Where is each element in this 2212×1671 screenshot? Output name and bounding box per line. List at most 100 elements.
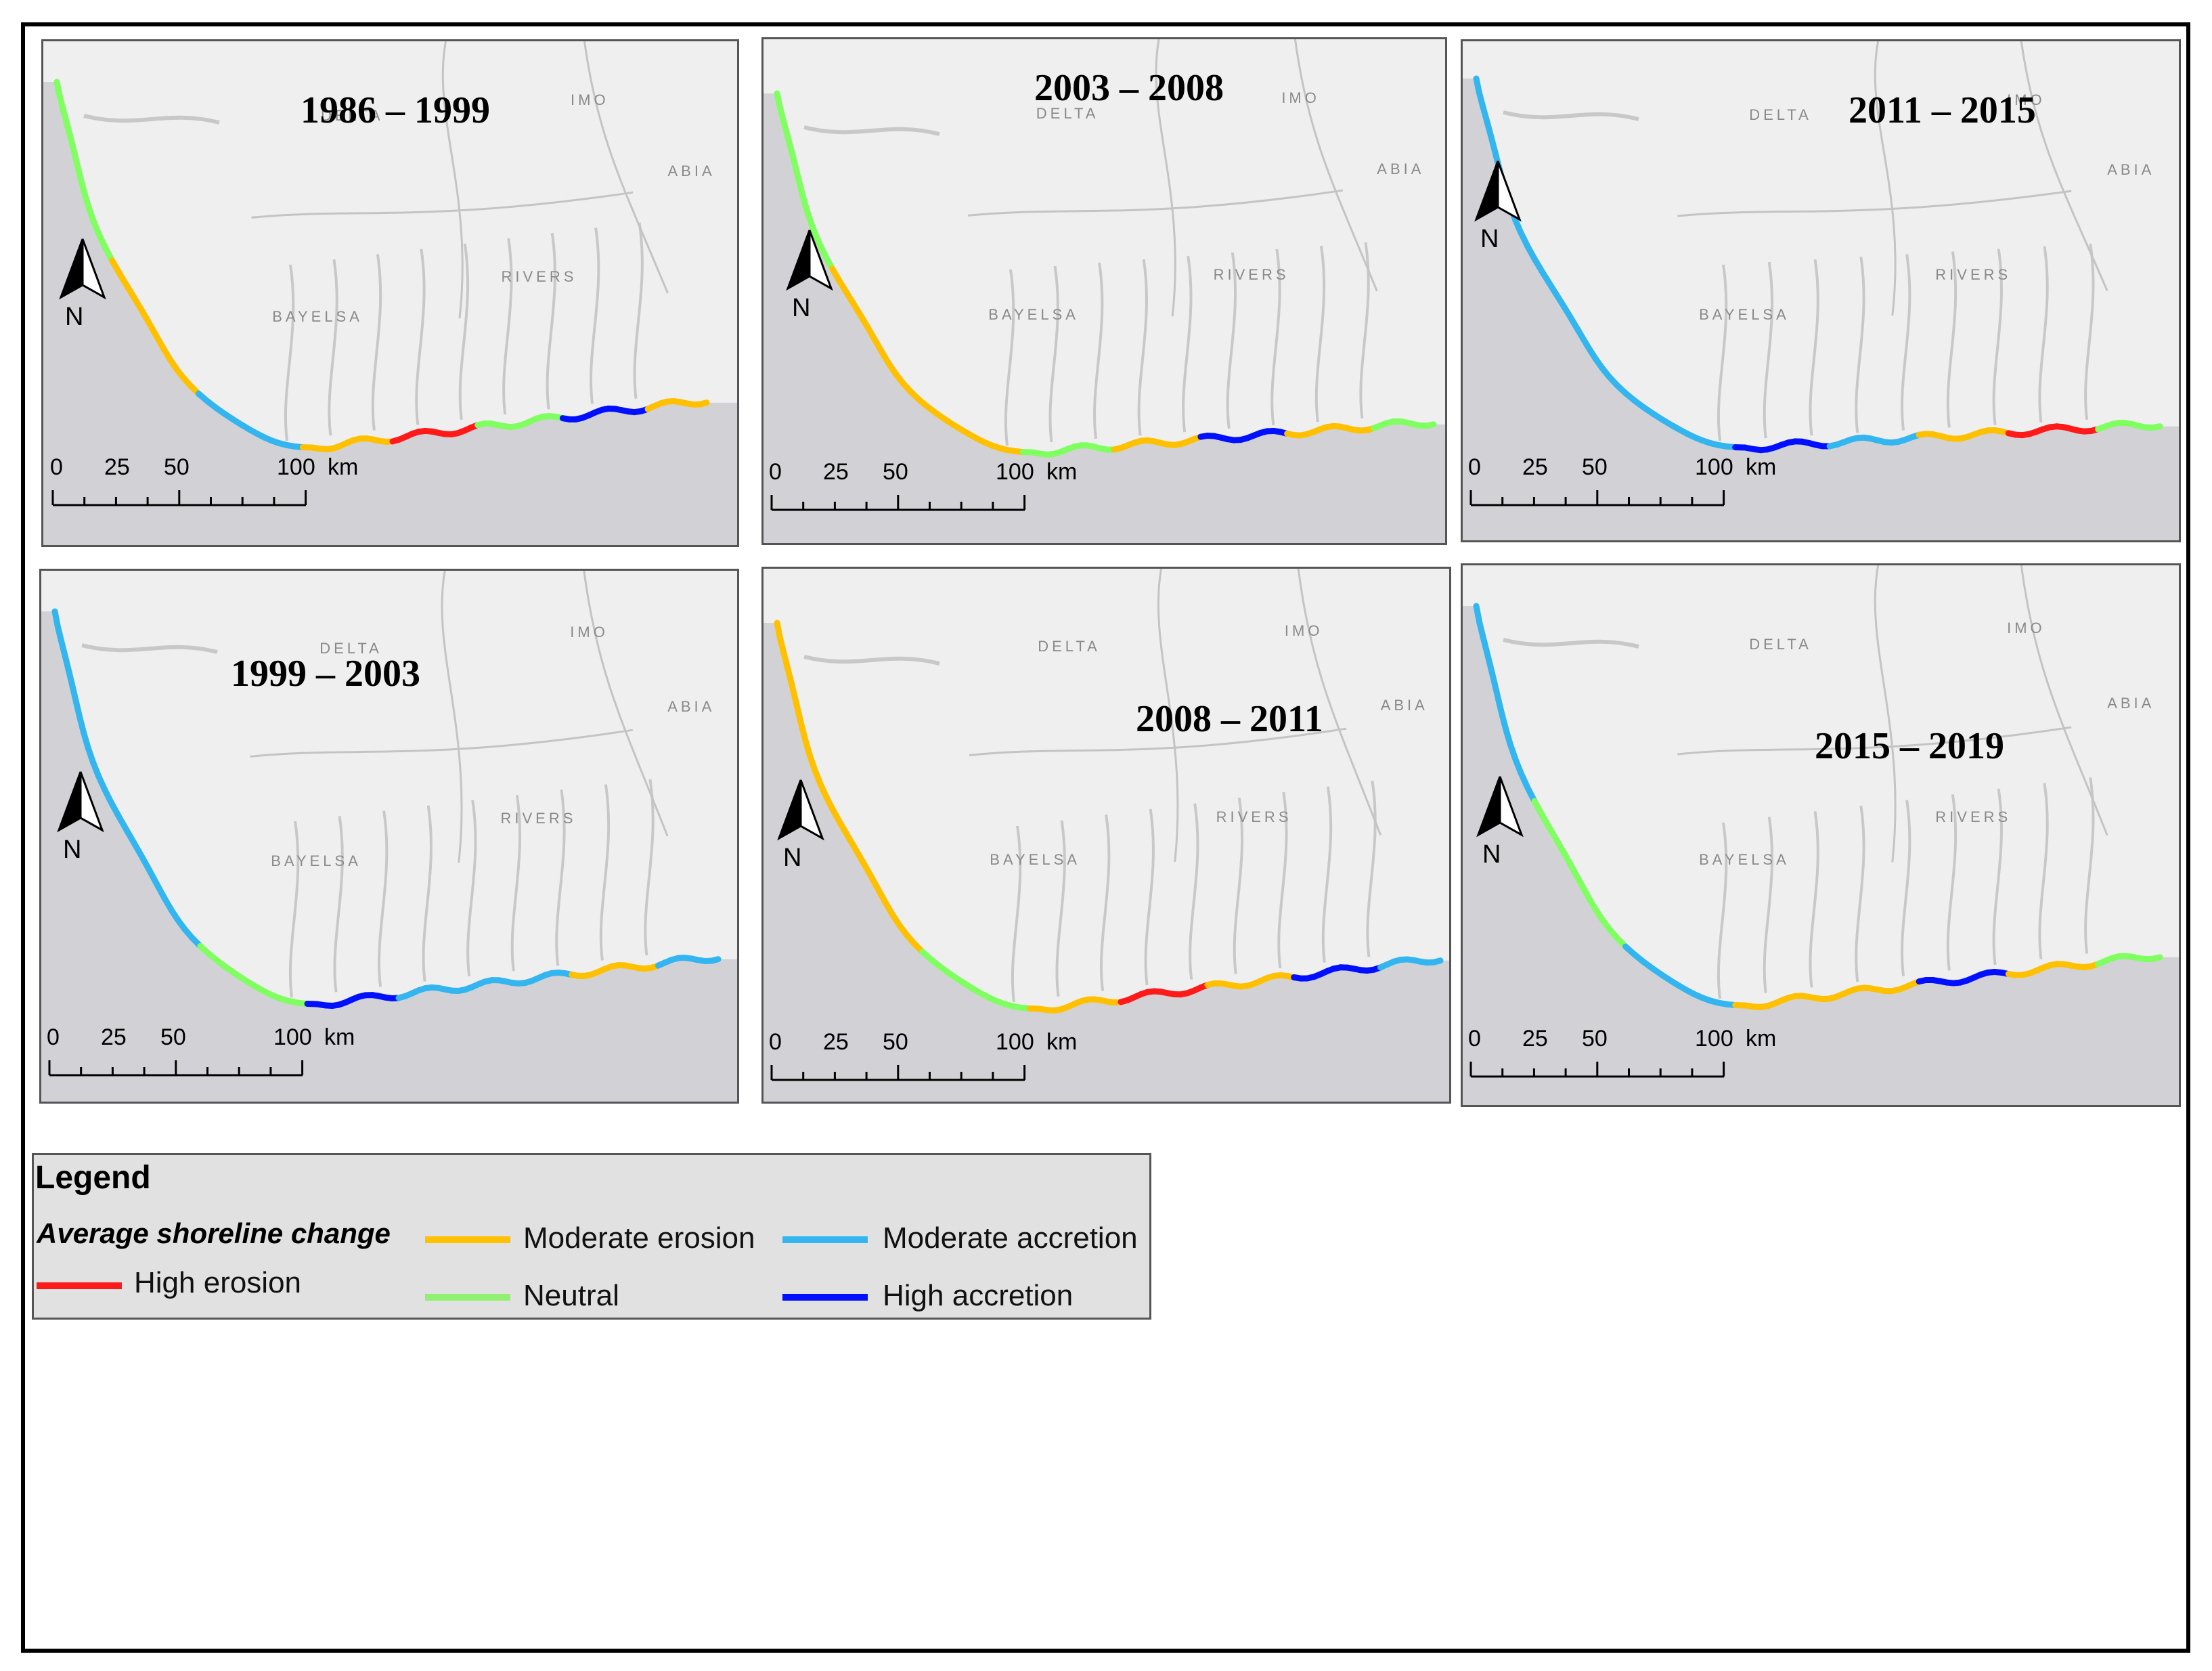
scale-ruler [51,490,307,506]
scale-tick-label: 0 [47,1024,60,1050]
river-line [1048,265,1059,443]
scale-tick-label: 100 [996,1029,1034,1055]
legend-item-high-accretion: High accretion [883,1279,1074,1312]
north-arrow-icon [1476,776,1524,838]
region-label-abia: ABIA [1380,696,1428,714]
river-line [1855,805,1865,982]
river-line [1992,248,2003,425]
boundary-line [1677,190,2072,217]
shoreline-segment [2150,423,2163,431]
shoreline-segment [1430,957,1444,965]
region-label-delta: DELTA [319,639,382,657]
boundary-line [1297,569,1382,836]
scale-tick-label: 25 [823,459,849,485]
river-line [546,233,556,410]
region-label-bayelsa: BAYELSA [990,851,1080,869]
scale-ruler [770,495,1026,511]
scale-bar: 0 25 50 100 km [769,459,1077,513]
river-line [590,227,600,404]
boundary-line [1293,39,1378,292]
shoreline-segment [2150,954,2163,962]
scale-unit: km [1746,454,1777,480]
state-boundaries [1677,41,2108,316]
north-arrow-icon [57,771,104,833]
scale-ruler [770,1065,1026,1081]
scale-ruler [1469,490,1725,506]
region-label-abia: ABIA [667,698,715,716]
region-label-delta: DELTA [321,106,384,124]
river-line [2038,246,2049,423]
river-line [555,789,566,966]
period-title: 2015 – 2019 [1815,725,2004,767]
shoreline-segment [1423,421,1437,429]
scale-tick-label: 100 [273,1024,312,1050]
region-label-delta: DELTA [1749,635,1812,653]
swatch-moderate-erosion [425,1236,510,1243]
rivers [83,114,644,441]
scale-tick-label: 100 [1695,454,1733,480]
river-line [378,810,389,987]
boundary-line [251,191,634,219]
river-line [2084,777,2095,954]
river-line [1901,800,1911,976]
shoreline-change [774,90,1437,458]
scale-tick-label: 25 [823,1029,849,1055]
river-line [81,643,218,654]
river-line [1763,817,1773,993]
region-label-delta: DELTA [1038,638,1101,655]
map-panel-2008-2011: DELTA IMO ABIA RIVERS BAYELSA 2008 – 2011 N 0… [761,567,1451,1104]
river-line [1855,257,1865,433]
map-panel-2003-2008: DELTA IMO ABIA RIVERS BAYELSA 2003 – 2008 N 0… [761,37,1447,545]
land-area [1463,565,2179,1007]
river-line [1233,798,1243,974]
river-line [1503,110,1639,121]
shoreline-change [51,608,722,1010]
region-label-abia: ABIA [667,162,715,179]
boundary-line [2020,41,2108,292]
river-line [1055,820,1066,997]
region-label-rivers: RIVERS [501,267,577,285]
shoreline-change [774,620,1444,1014]
boundary-line [1157,569,1179,863]
shoreline-change [53,79,710,453]
boundary-line [1874,565,1897,863]
shoreline-change [1473,603,2163,1010]
scale-bar: 0 25 50 100 km [1468,1026,1776,1080]
north-arrow-icon [59,238,106,300]
region-label-imo: IMO [1281,89,1320,107]
river-line [1100,815,1111,991]
boundary-line [1677,726,2072,756]
region-label-bayelsa: BAYELSA [988,306,1079,324]
scale-tick-label: 0 [769,459,782,485]
scale-unit: km [1046,1029,1078,1055]
river-line [83,114,220,125]
legend-item-high-erosion: High erosion [134,1266,302,1299]
land-area [1463,41,2179,450]
scale-tick-label: 50 [1582,454,1608,480]
scale-tick-label: 0 [1468,454,1481,480]
north-arrow: N [53,771,108,872]
river-line [1503,638,1639,649]
rivers [1503,638,2095,999]
period-title: 1986 – 1999 [301,89,490,131]
period-title: 2011 – 2015 [1849,89,2036,131]
map-canvas [41,571,737,1010]
boundary-line [967,189,1344,217]
map-panel-1999-2003: DELTA IMO ABIA RIVERS BAYELSA 1999 – 2003 N 0… [39,569,739,1104]
north-arrow: N [1471,160,1525,261]
shoreline-segment [708,956,722,964]
river-line [1366,781,1377,957]
region-label-rivers: RIVERS [500,809,577,827]
river-line [599,784,611,961]
river-line [284,264,295,441]
river-line [1901,254,1911,431]
river-line [502,238,513,415]
scale-tick-label: 25 [1522,454,1548,480]
river-line [466,800,477,977]
legend-subtitle: Average shoreline change [37,1217,391,1249]
scale-tick-label: 100 [996,459,1034,485]
rivers [81,643,655,998]
river-line [803,655,940,666]
north-label: N [783,844,802,872]
scale-tick-label: 25 [101,1024,127,1050]
